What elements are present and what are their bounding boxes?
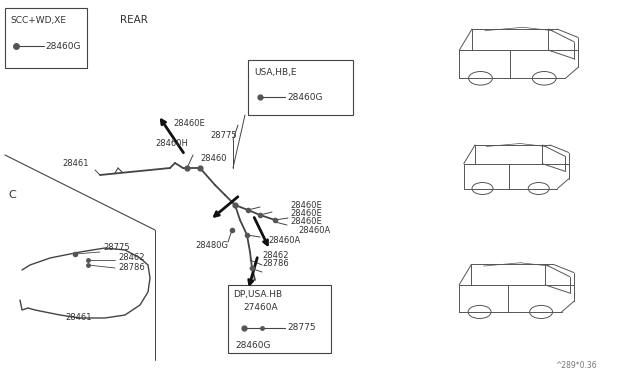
Text: 27460A: 27460A [243, 304, 278, 312]
Text: 28461: 28461 [65, 314, 92, 323]
Text: 28460H: 28460H [155, 138, 188, 148]
Bar [5, 8, 87, 68]
Text: 28786: 28786 [262, 259, 289, 267]
Text: 28775: 28775 [103, 244, 130, 253]
Text: ^289*0.36: ^289*0.36 [555, 360, 596, 369]
Text: 28460G: 28460G [287, 93, 323, 102]
Text: 28462: 28462 [118, 253, 145, 263]
Text: 28775: 28775 [287, 324, 316, 333]
Text: DP,USA.HB: DP,USA.HB [233, 291, 282, 299]
Text: 28460A: 28460A [298, 225, 330, 234]
Bar [248, 60, 353, 115]
Text: 28480G: 28480G [195, 241, 228, 250]
Text: 28775: 28775 [210, 131, 237, 140]
Text: 28462: 28462 [262, 250, 289, 260]
Text: USA,HB,E: USA,HB,E [254, 67, 296, 77]
Text: C: C [8, 190, 16, 200]
Text: 28460: 28460 [200, 154, 227, 163]
Text: REAR: REAR [120, 15, 148, 25]
Text: 28460A: 28460A [268, 235, 300, 244]
Text: 28460E: 28460E [173, 119, 205, 128]
Text: 28460E: 28460E [290, 208, 322, 218]
Text: 28460G: 28460G [45, 42, 81, 51]
Text: 28460G: 28460G [235, 340, 271, 350]
Text: SCC+WD,XE: SCC+WD,XE [10, 16, 66, 25]
Bar [228, 285, 331, 353]
Text: 28786: 28786 [118, 263, 145, 272]
Text: 28461: 28461 [62, 158, 88, 167]
Text: 28460E: 28460E [290, 217, 322, 225]
Text: 28460E: 28460E [290, 201, 322, 209]
